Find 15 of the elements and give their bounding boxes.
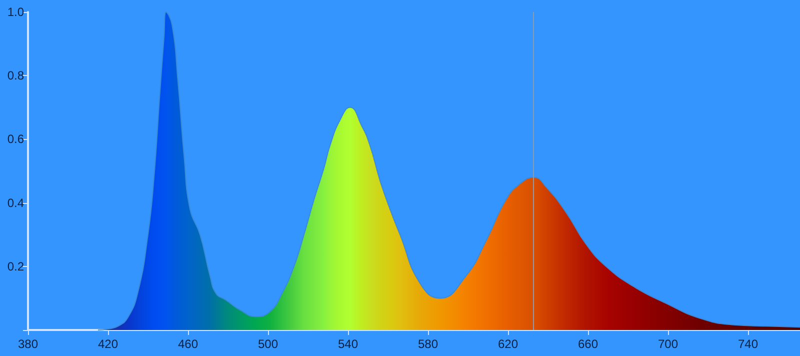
x-tick-label: 740 [738, 337, 758, 351]
x-tick-label: 700 [658, 337, 678, 351]
x-tick-label: 580 [418, 337, 438, 351]
y-tick-label: 0.4 [7, 196, 24, 210]
x-tick-label: 460 [178, 337, 198, 351]
x-tick-label: 620 [498, 337, 518, 351]
x-tick-label: 420 [98, 337, 118, 351]
x-tick-label: 380 [18, 337, 38, 351]
y-tick-label: 0.8 [7, 68, 24, 83]
x-tick-label: 500 [258, 337, 278, 351]
x-tick-label: 660 [578, 337, 598, 351]
x-tick-label: 540 [338, 337, 358, 351]
y-tick-label: 1.0 [7, 5, 24, 19]
y-tick-label: 0.6 [7, 132, 24, 146]
y-tick-label: 0.2 [7, 259, 24, 274]
